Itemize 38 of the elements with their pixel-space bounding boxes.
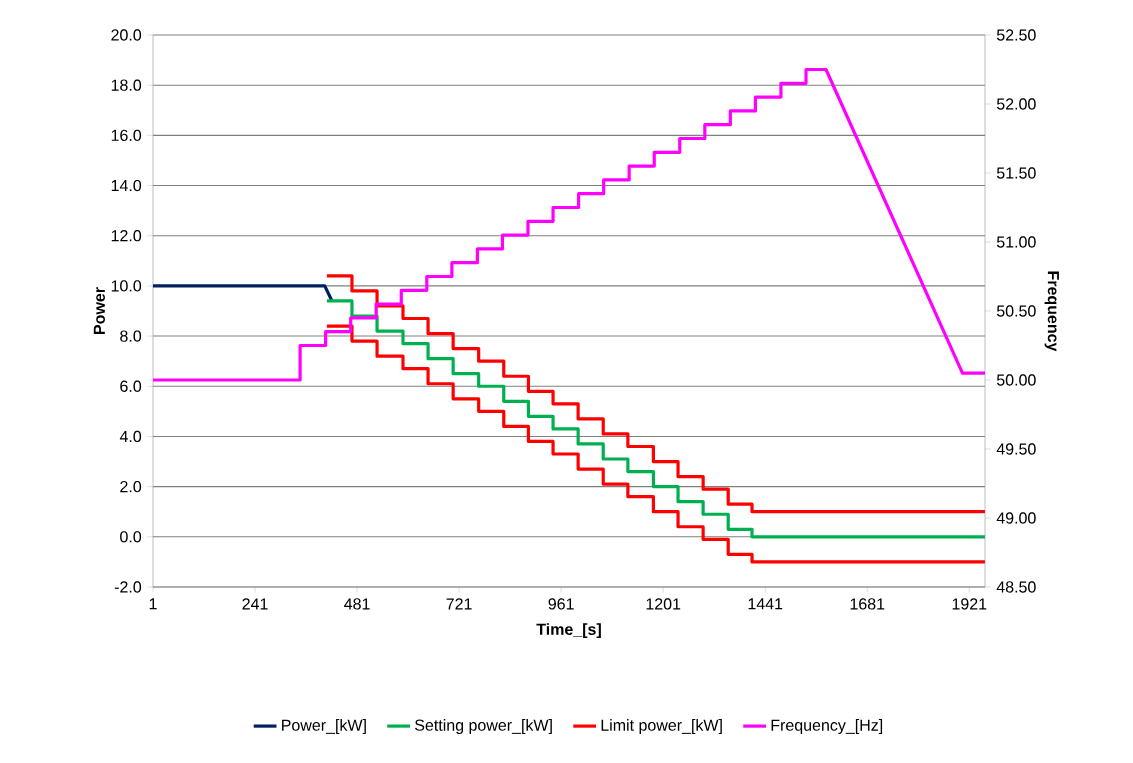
y-tick-label: 4.0: [119, 430, 142, 443]
y-tick-label: 18.0: [111, 79, 142, 91]
legend-label: Power_[kW]: [282, 719, 366, 735]
legend-label: Limit power_[kW]: [601, 719, 722, 735]
x-tick-label: 721: [446, 598, 472, 610]
line-series: [153, 67, 985, 382]
y-tick-label: -2.0: [114, 581, 142, 593]
y2-tick-label: 49.00: [996, 512, 1036, 524]
y2-tick-label: 48.50: [996, 581, 1036, 593]
y-tick-label: 6.0: [120, 380, 142, 392]
y-tick-label: 2.0: [120, 480, 142, 493]
x-tick-label: 1: [149, 598, 157, 610]
x-tick-label: 1921: [952, 598, 987, 610]
y-tick-label: 10.0: [111, 280, 142, 292]
y2-tick-label: 51.00: [996, 236, 1036, 248]
x-axis-title: Time_[s]: [536, 623, 601, 639]
y-tick-label: 20.0: [111, 29, 142, 41]
y2-tick-label: 52.00: [996, 98, 1036, 110]
y2-tick-label: 52.50: [996, 29, 1036, 41]
x-tick-label: 1201: [646, 598, 681, 610]
x-tick-label: 1681: [850, 598, 885, 610]
y2-tick-label: 50.50: [996, 305, 1036, 317]
y-tick-label: 16.0: [111, 129, 142, 142]
y-axis-title: Power: [93, 287, 105, 334]
y-tick-label: 12.0: [111, 230, 142, 242]
y2-tick-label: 49.50: [996, 443, 1036, 455]
y2-axis-title: Frequency: [1044, 271, 1059, 352]
x-tick-label: 1441: [748, 598, 783, 610]
y-tick-label: 14.0: [111, 179, 142, 192]
y2-tick-label: 51.50: [996, 167, 1036, 179]
x-tick-label: 241: [242, 598, 268, 610]
y-tick-label: 0.0: [120, 531, 142, 543]
x-tick-label: 961: [548, 598, 574, 610]
x-tick-label: 481: [344, 598, 370, 610]
y-tick-label: 8.0: [120, 330, 142, 342]
y2-tick-label: 50.00: [996, 374, 1036, 386]
legend-label: Frequency_[Hz]: [771, 719, 883, 735]
legend-label: Setting power_[kW]: [415, 719, 552, 735]
